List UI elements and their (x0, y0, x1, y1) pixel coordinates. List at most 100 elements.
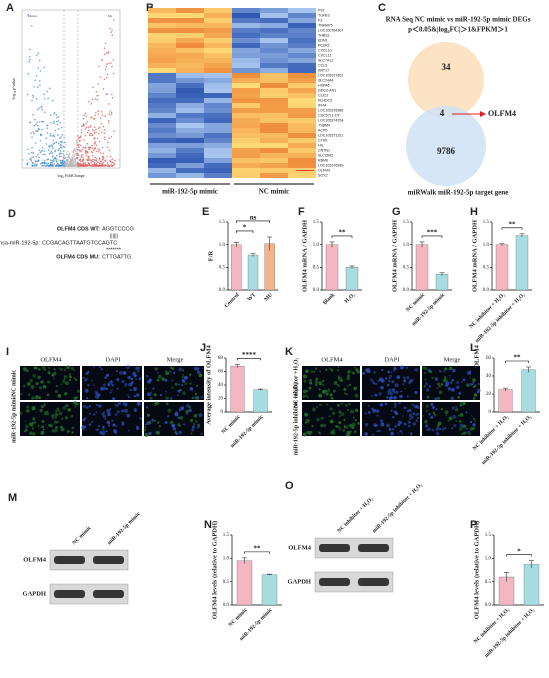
heatmap-cell (288, 53, 316, 58)
cell (66, 365, 70, 370)
cell (103, 411, 106, 414)
volcano-dot (99, 164, 101, 167)
cell (319, 403, 322, 406)
cell (337, 366, 340, 368)
volcano-dot (106, 73, 109, 76)
cell (318, 403, 321, 406)
cell (367, 411, 371, 414)
cell (472, 396, 476, 400)
cell (94, 390, 99, 395)
volcano-dot (62, 145, 65, 148)
volcano-dot (26, 163, 29, 166)
sig-bracket (506, 554, 532, 557)
heatmap-cell (204, 68, 232, 73)
cell (379, 419, 384, 423)
volcano-dot (113, 162, 116, 165)
heatmap-cell (260, 73, 288, 78)
volcano-dot (51, 159, 54, 162)
cell (309, 381, 313, 385)
cell (336, 383, 339, 386)
cell (181, 384, 184, 387)
volcano-dot (82, 165, 85, 167)
cell (85, 371, 89, 375)
volcano-dot (84, 134, 87, 137)
blot (314, 571, 394, 593)
heatmap-cell (148, 103, 176, 108)
cell (455, 408, 459, 412)
cell (127, 395, 130, 398)
cell (42, 384, 47, 389)
heatmap-cell (176, 153, 204, 158)
y-tick-label: 0.5 (313, 265, 320, 270)
heatmap-cell (204, 123, 232, 128)
heatmap-cell (176, 73, 204, 78)
cell (123, 402, 128, 407)
legend-label: Down (28, 14, 37, 18)
volcano-dot (72, 154, 74, 156)
cell (178, 367, 183, 372)
volcano-dot (95, 165, 98, 167)
cell (411, 403, 415, 406)
venn-circle (406, 106, 486, 186)
group-label: NC mimic (259, 188, 290, 196)
volcano-dot (111, 158, 114, 160)
volcano-dot (82, 163, 84, 165)
volcano-dot (33, 85, 35, 88)
cell (451, 406, 455, 410)
volcano-dot (56, 117, 58, 119)
heatmap-cell (204, 148, 232, 153)
cell (326, 403, 329, 406)
volcano-dot (103, 136, 106, 138)
cell (435, 431, 440, 436)
cell (128, 429, 130, 432)
cell (54, 389, 59, 394)
cell (178, 409, 181, 412)
heatmap-cell (176, 133, 204, 138)
heatmap-cell (232, 63, 260, 68)
heatmap-cell (232, 33, 260, 38)
panel-letter: O (285, 480, 294, 492)
volcano-dot (47, 162, 50, 165)
sig-label: ** (339, 229, 347, 237)
band (358, 578, 389, 586)
cell (329, 393, 333, 397)
volcano-dot (30, 132, 32, 135)
volcano-dot (37, 52, 39, 55)
cell (185, 409, 190, 414)
sig-label: ** (509, 220, 517, 228)
volcano-dot (51, 165, 53, 167)
volcano-dot (53, 120, 55, 123)
y-tick-label: 0.0 (313, 288, 320, 293)
cell (164, 378, 168, 382)
volcano-dot (111, 65, 113, 68)
heatmap-cell (204, 98, 232, 103)
volcano-dot (94, 98, 97, 100)
heatmap-cell (260, 23, 288, 28)
cell (121, 409, 125, 413)
cell (396, 376, 400, 379)
heatmap-cell (148, 108, 176, 113)
cell (188, 408, 193, 413)
cell (302, 432, 307, 437)
heatmap-cell (232, 38, 260, 43)
volcano-dot (66, 161, 69, 164)
cell (71, 431, 74, 434)
cell (459, 423, 464, 428)
volcano-dot (43, 164, 46, 167)
volcano-dot (90, 161, 92, 164)
cell (161, 377, 165, 381)
cell (409, 417, 412, 421)
cell (469, 377, 472, 380)
cell (145, 374, 149, 378)
cell (308, 386, 312, 390)
cell (469, 370, 472, 373)
cell (31, 421, 35, 425)
cell (364, 412, 367, 415)
bar (523, 564, 540, 606)
cell (346, 385, 349, 387)
volcano-dot (57, 120, 59, 122)
cell (459, 402, 464, 406)
cell (321, 417, 324, 420)
cell (325, 368, 328, 372)
cell (135, 426, 140, 430)
